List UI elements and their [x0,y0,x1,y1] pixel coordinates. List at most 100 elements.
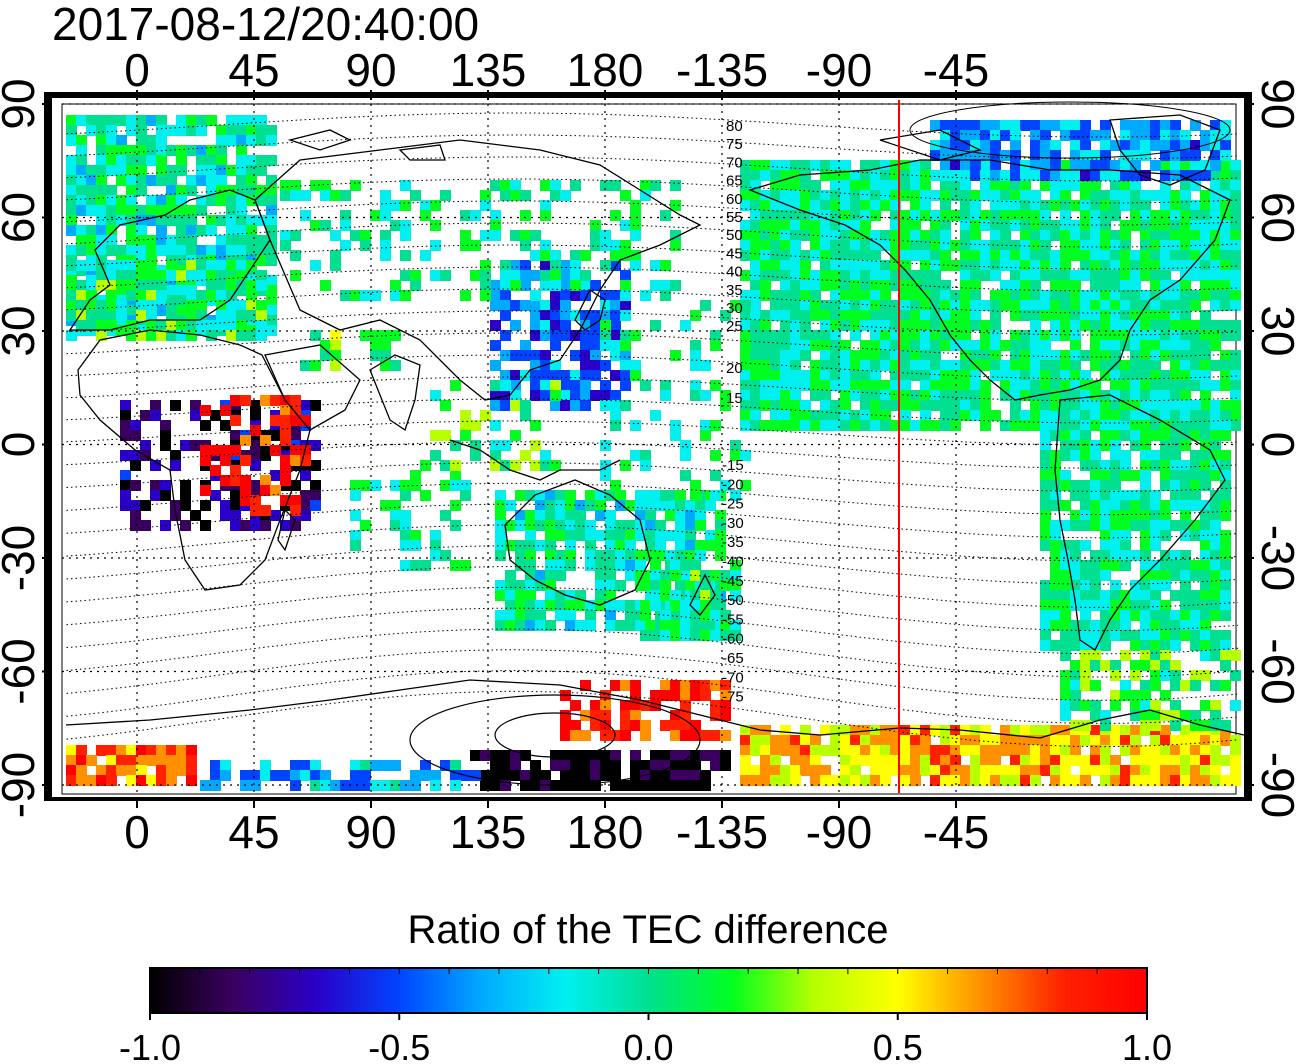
tec-patch [1040,290,1051,301]
tec-patch [176,165,187,176]
tec-patch [800,765,811,776]
tec-patch [840,360,851,371]
tec-patch [1080,220,1091,231]
tec-patch [140,500,151,511]
tec-patch [420,560,431,571]
tec-patch [630,720,641,731]
tec-patch [166,235,177,246]
tec-patch [1200,370,1211,381]
tec-patch [520,300,531,311]
tec-patch [1210,430,1221,441]
tec-patch [96,135,107,146]
tec-patch [1160,410,1171,421]
tec-patch [810,280,821,291]
tec-patch [86,320,97,331]
tec-patch [66,185,77,196]
tec-patch [640,460,651,471]
tec-patch [490,180,501,191]
tec-patch [420,760,431,771]
tec-patch [1120,380,1131,391]
tec-patch [166,245,177,256]
tec-patch [76,775,87,786]
tec-patch [940,120,951,131]
tec-patch [840,310,851,321]
tec-patch [1180,755,1191,766]
tec-patch [810,220,821,231]
tec-patch [555,570,566,581]
tec-patch [960,250,971,261]
tec-patch [146,205,157,216]
tec-patch [1100,140,1111,151]
tec-patch [1060,280,1071,291]
tec-patch [1080,650,1091,661]
tec-patch [820,775,831,786]
tec-patch [1130,250,1141,261]
tec-patch [280,230,291,241]
tec-patch [625,610,636,621]
tec-patch [226,225,237,236]
tec-patch [510,370,521,381]
tec-patch [1110,600,1121,611]
tec-patch [96,235,107,246]
tec-patch [890,765,901,776]
tec-patch [400,180,411,191]
tec-patch [950,420,961,431]
tec-patch [166,320,177,331]
tec-patch [650,180,661,191]
tec-patch [216,310,227,321]
tec-patch [740,725,751,736]
tec-patch [116,260,127,271]
tec-patch [1110,540,1121,551]
tec-patch [1070,390,1081,401]
top-lon-label: -45 [923,44,989,96]
tec-patch [680,710,691,721]
tec-patch [510,380,521,391]
tec-patch [1080,170,1091,181]
tec-patch [1220,430,1231,441]
tec-patch [830,410,841,421]
tec-patch [840,420,851,431]
tec-patch [1150,600,1161,611]
tec-patch [1120,400,1131,411]
left-lat-label: 0 [0,432,44,458]
tec-patch [1160,755,1171,766]
tec-patch [1150,400,1161,411]
tec-patch [136,260,147,271]
tec-patch [490,280,501,291]
tec-patch [690,770,701,781]
tec-patch [650,410,661,421]
tec-patch [970,170,981,181]
tec-patch [1020,190,1031,201]
tec-patch [760,170,771,181]
tec-patch [1200,190,1211,201]
tec-patch [620,240,631,251]
tec-patch [750,745,761,756]
tec-patch [710,710,721,721]
tec-patch [470,770,481,781]
tec-patch [86,260,97,271]
tec-patch [1170,735,1181,746]
tec-patch [236,245,247,256]
tec-patch [146,135,157,146]
tec-patch [1180,170,1191,181]
contour-line [66,200,1239,226]
tec-patch [186,235,197,246]
tec-patch [490,300,501,311]
tec-patch [780,410,791,421]
tec-patch [1200,230,1211,241]
tec-patch [1120,690,1131,701]
tec-patch [820,420,831,431]
tec-patch [156,320,167,331]
tec-patch [390,290,401,301]
tec-patch [540,460,551,471]
tec-patch [1060,400,1071,411]
tec-patch [156,775,167,786]
tec-patch [1100,410,1111,421]
tec-patch [1220,200,1231,211]
tec-patch [1070,150,1081,161]
tec-patch [740,250,751,261]
tec-patch [550,360,561,371]
tec-patch [970,320,981,331]
tec-patch [1130,320,1141,331]
tec-patch [1180,570,1191,581]
